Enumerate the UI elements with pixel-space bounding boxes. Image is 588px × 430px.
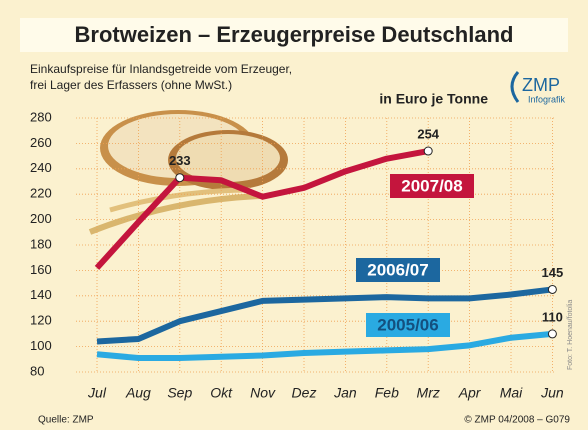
y-tick-label: 80 [30,363,44,378]
x-tick-label: Sep [167,385,192,401]
logo: ZMP [522,75,560,95]
y-tick-label: 120 [30,313,52,328]
x-tick-label: Mai [500,385,523,401]
y-tick-label: 240 [30,160,52,175]
chart: Brotweizen – Erzeugerpreise Deutschland … [0,0,588,430]
copyright: © ZMP 04/2008 – G079 [464,415,570,426]
x-tick-label: Nov [250,385,276,401]
x-tick-label: Dez [292,385,317,401]
legend-label: 2005/06 [377,315,438,334]
legend-label: 2006/07 [367,260,428,279]
point-marker [548,330,556,338]
page: {"chart_data": {"type": "line", "title":… [0,0,588,430]
x-tick-label: Mrz [417,385,440,401]
y-tick-label: 260 [30,135,52,150]
data-label: 254 [417,126,439,141]
data-label: 145 [542,265,564,280]
y-tick-label: 280 [30,109,52,124]
y-tick-label: 180 [30,236,52,251]
legend-label: 2007/08 [401,176,462,195]
x-tick-label: Jul [87,385,107,401]
y-tick-label: 200 [30,211,52,226]
y-tick-label: 220 [30,186,52,201]
data-label: 110 [542,309,563,324]
y-tick-label: 100 [30,338,52,353]
source: Quelle: ZMP [38,415,94,426]
x-tick-label: Jan [333,385,357,401]
x-tick-label: Jun [540,385,564,401]
x-tick-label: Aug [125,385,151,401]
y-tick-label: 160 [30,262,52,277]
x-tick-label: Feb [375,385,399,401]
x-tick-label: Okt [210,385,233,401]
subtitle: frei Lager des Erfassers (ohne MwSt.) [30,78,232,92]
y-tick-label: 140 [30,287,52,302]
photo-credit: Foto: T. Hoenau/fotolia [567,300,574,370]
point-marker [424,147,432,155]
data-label: 233 [169,153,191,168]
point-marker [176,174,184,182]
point-marker [548,285,556,293]
unit-label: in Euro je Tonne [379,91,488,107]
x-tick-label: Apr [458,385,482,401]
subtitle: Einkaufspreise für Inlandsgetreide vom E… [30,62,292,76]
logo-sub: Infografik [528,94,566,104]
chart-title: Brotweizen – Erzeugerpreise Deutschland [75,22,514,47]
